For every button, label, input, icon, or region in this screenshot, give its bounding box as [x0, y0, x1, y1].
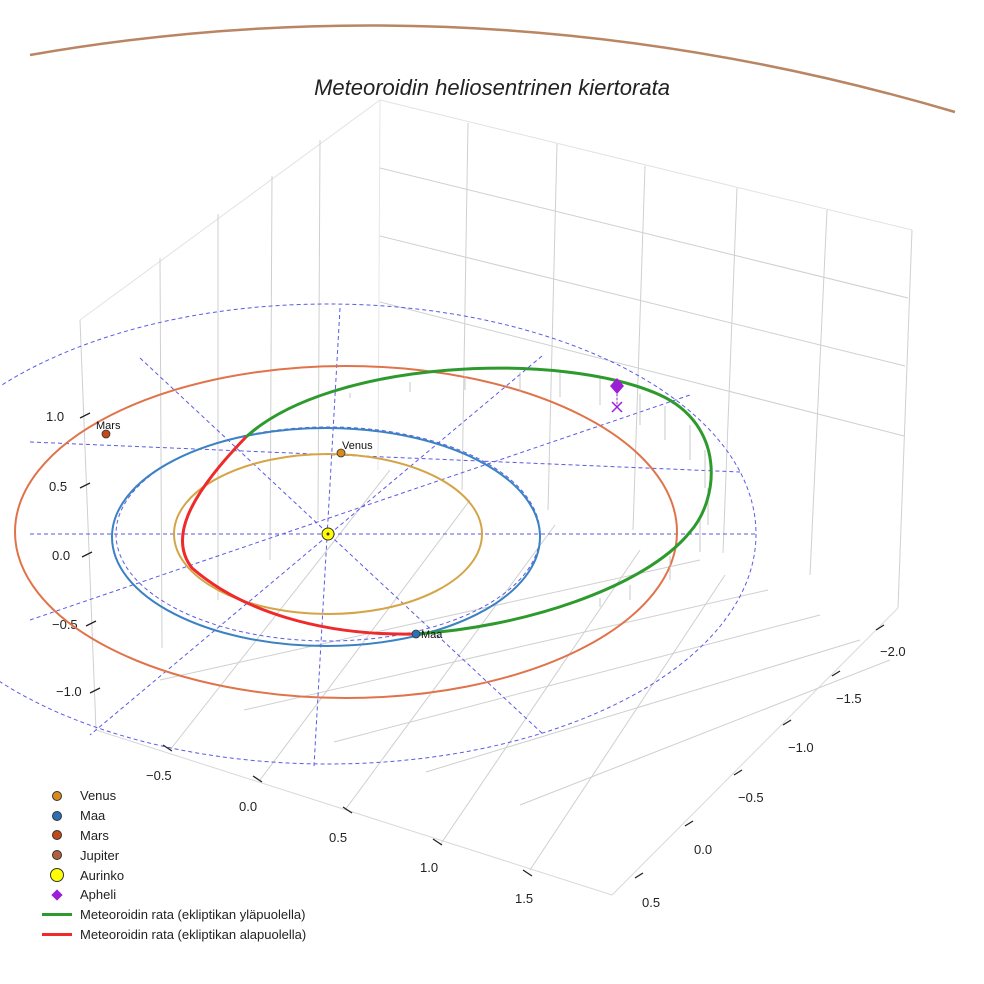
legend-label: Aurinko	[80, 867, 125, 883]
aphelion-projection-marker	[611, 401, 623, 413]
y-tick-labels: −2.0 −1.5 −1.0 −0.5 0.0 0.5	[642, 644, 906, 910]
legend-label: Meteoroidin rata (ekliptikan alapuolella…	[80, 926, 307, 942]
meteoroid-orbit-below	[180, 435, 416, 636]
y-tick-label: 0.0	[694, 842, 712, 857]
venus-label: Venus	[342, 440, 373, 452]
z-tick-labels: 1.0 0.5 0.0 −0.5 −1.0	[46, 409, 82, 699]
sun-legend-icon	[50, 868, 64, 883]
tick-marks	[79, 412, 885, 879]
venus-legend-dot	[52, 790, 62, 801]
x-tick-label: 1.0	[420, 860, 438, 875]
axes-grid	[79, 99, 913, 896]
aphelion-legend-icon	[51, 889, 63, 901]
y-tick-label: −0.5	[738, 790, 764, 805]
legend-label: Venus	[80, 788, 117, 804]
z-tick-label: 0.0	[52, 548, 70, 563]
jupiter-legend-dot	[52, 850, 62, 861]
z-tick-label: −0.5	[52, 617, 78, 632]
aphelion-marker	[610, 378, 624, 394]
mars-label: Mars	[96, 420, 121, 432]
legend-item-apheli: Apheli	[40, 885, 306, 905]
legend-label: Jupiter	[80, 847, 120, 863]
y-tick-label: −1.0	[788, 740, 814, 755]
legend-item-mars: Mars	[40, 826, 306, 846]
chart-title: Meteoroidin heliosentrinen kiertorata	[314, 75, 670, 100]
z-tick-label: −1.0	[56, 684, 82, 699]
earth-label: Maa	[421, 629, 443, 641]
green-line-legend-icon	[42, 913, 72, 916]
mars-point	[101, 429, 111, 439]
z-tick-label: 0.5	[49, 479, 67, 494]
z-tick-label: 1.0	[46, 409, 64, 424]
legend-label: Apheli	[80, 887, 117, 903]
x-tick-label: 0.5	[329, 830, 347, 845]
legend-label: Maa	[80, 808, 106, 824]
venus-point	[336, 448, 346, 458]
legend-label: Meteoroidin rata (ekliptikan yläpuolella…	[80, 907, 306, 923]
mars-legend-dot	[52, 830, 62, 841]
legend-label: Mars	[80, 827, 109, 843]
legend: Venus Maa Mars Jupiter Aurinko Apheli Me…	[40, 786, 306, 944]
meteoroid-orbit-above	[244, 366, 713, 636]
x-tick-label: 1.5	[515, 891, 533, 906]
x-tick-label: −0.5	[146, 768, 172, 783]
jupiter-orbit-arc	[29, 24, 956, 114]
legend-item-maa: Maa	[40, 806, 306, 826]
earth-orbit	[111, 427, 541, 647]
y-tick-label: −2.0	[880, 644, 906, 659]
earth-point	[411, 629, 421, 639]
x-tick-label: 0.0	[239, 799, 257, 814]
legend-item-aurinko: Aurinko	[40, 865, 306, 885]
y-tick-label: 0.5	[642, 895, 660, 910]
earth-legend-dot	[52, 810, 62, 821]
mars-orbit	[14, 365, 678, 699]
venus-orbit	[173, 453, 483, 615]
sun-center	[326, 532, 330, 536]
y-tick-label: −1.5	[836, 691, 862, 706]
legend-item-venus: Venus	[40, 786, 306, 806]
red-line-legend-icon	[42, 933, 72, 936]
legend-item-orbit-above: Meteoroidin rata (ekliptikan yläpuolella…	[40, 905, 306, 925]
legend-item-orbit-below: Meteoroidin rata (ekliptikan alapuolella…	[40, 925, 306, 945]
x-tick-labels: −0.5 0.0 0.5 1.0 1.5	[146, 768, 533, 906]
legend-item-jupiter: Jupiter	[40, 845, 306, 865]
